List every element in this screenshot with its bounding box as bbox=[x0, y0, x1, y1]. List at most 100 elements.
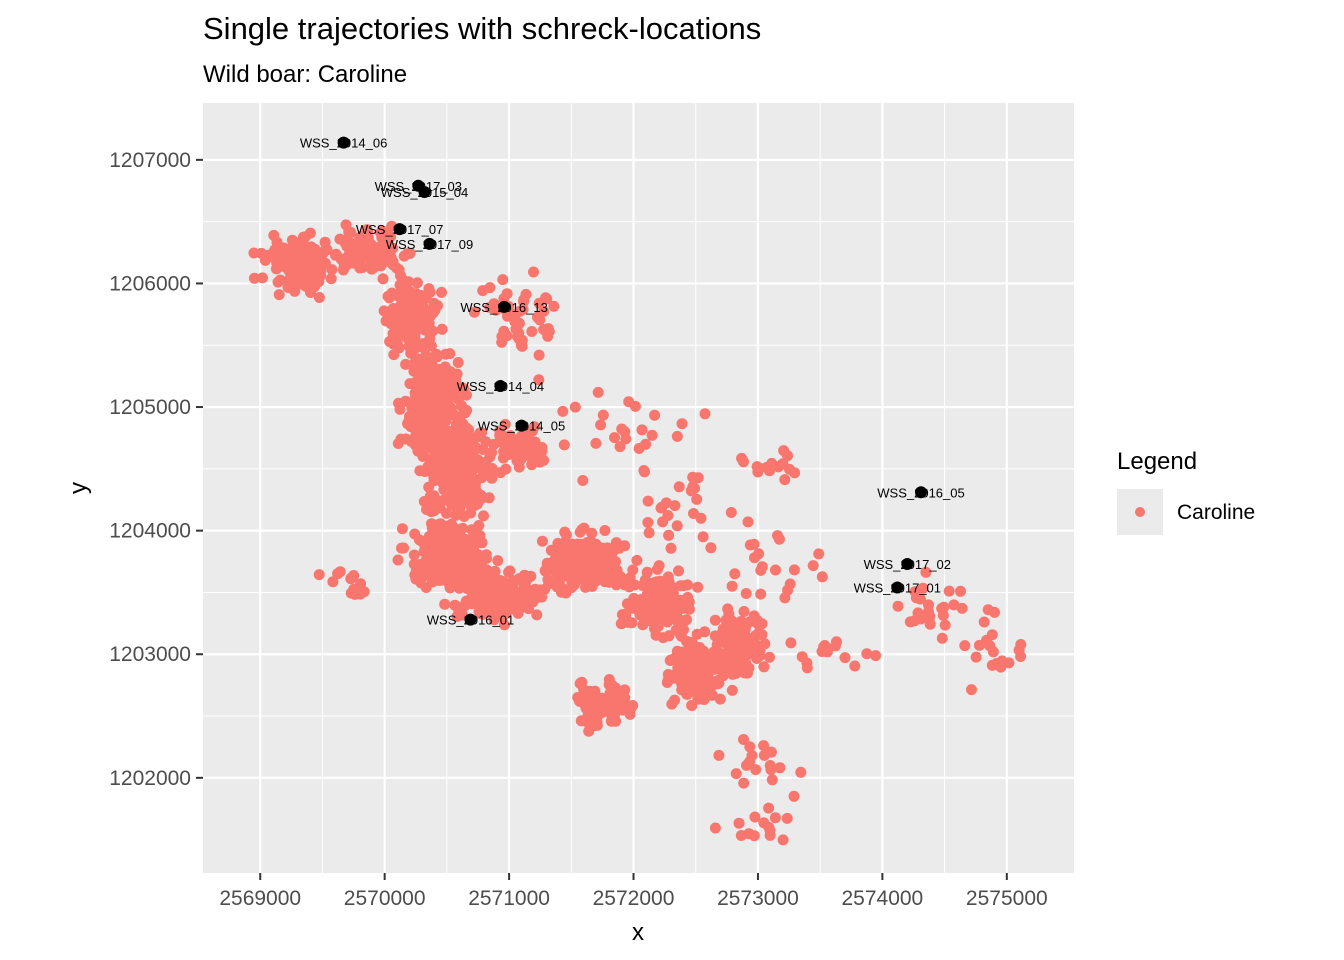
trajectory-point bbox=[569, 578, 580, 590]
trajectory-point bbox=[430, 393, 442, 405]
trajectory-point bbox=[485, 601, 497, 613]
trajectory-point bbox=[723, 608, 735, 620]
trajectory-point bbox=[764, 465, 775, 477]
trajectory-point bbox=[557, 543, 569, 555]
schreck-point bbox=[498, 300, 511, 313]
chart-title: Single trajectories with schreck-locatio… bbox=[203, 11, 761, 46]
trajectory-point bbox=[706, 689, 718, 701]
trajectory-point bbox=[441, 507, 452, 519]
trajectory-point bbox=[699, 626, 711, 638]
trajectory-point bbox=[749, 637, 761, 649]
trajectory-point bbox=[691, 493, 703, 505]
trajectory-point bbox=[428, 471, 440, 483]
trajectory-point bbox=[685, 680, 697, 692]
trajectory-point bbox=[708, 650, 720, 662]
trajectory-point bbox=[697, 531, 709, 543]
trajectory-point bbox=[758, 661, 770, 673]
trajectory-point bbox=[740, 588, 752, 599]
trajectory-points bbox=[248, 219, 1027, 846]
trajectory-point bbox=[513, 317, 525, 329]
trajectory-point bbox=[671, 430, 683, 442]
trajectory-point bbox=[419, 426, 430, 438]
trajectory-point bbox=[459, 600, 471, 612]
trajectory-point bbox=[914, 593, 926, 605]
trajectory-point bbox=[463, 581, 475, 593]
trajectory-point bbox=[248, 272, 260, 284]
trajectory-point bbox=[813, 548, 825, 560]
trajectory-point bbox=[574, 678, 586, 689]
trajectory-point bbox=[654, 575, 666, 587]
trajectory-point bbox=[539, 565, 551, 577]
trajectory-point bbox=[526, 326, 538, 337]
trajectory-point bbox=[640, 438, 652, 450]
trajectory-point bbox=[330, 248, 342, 260]
trajectory-point bbox=[308, 256, 320, 267]
trajectory-point bbox=[287, 278, 299, 290]
trajectory-point bbox=[387, 338, 399, 350]
trajectory-point bbox=[739, 667, 750, 679]
schreck-label: WSS_2016_01 bbox=[427, 613, 514, 628]
trajectory-point bbox=[816, 571, 828, 583]
trajectory-point bbox=[469, 432, 481, 444]
trajectory-point bbox=[576, 524, 588, 536]
trajectory-point bbox=[691, 659, 703, 670]
trajectory-point bbox=[749, 811, 761, 823]
trajectory-point bbox=[439, 598, 451, 610]
trajectory-point bbox=[569, 401, 581, 413]
x-tick-label: 2569000 bbox=[219, 887, 301, 910]
trajectory-point bbox=[558, 439, 570, 451]
trajectory-point bbox=[770, 564, 781, 576]
trajectory-point bbox=[615, 571, 626, 583]
x-tick-label: 2571000 bbox=[468, 887, 550, 910]
legend-marker bbox=[1135, 507, 1145, 517]
trajectory-point bbox=[694, 686, 706, 698]
schreck-label: WSS_2014_05 bbox=[478, 419, 565, 434]
trajectory-point bbox=[709, 614, 721, 626]
trajectory-point bbox=[1015, 651, 1027, 662]
trajectory-point bbox=[501, 288, 513, 300]
trajectory-point bbox=[517, 584, 529, 596]
trajectory-point bbox=[408, 549, 420, 561]
trajectory-point bbox=[428, 505, 440, 517]
trajectory-point bbox=[389, 304, 401, 316]
trajectory-point bbox=[585, 549, 596, 561]
trajectory-point bbox=[653, 585, 664, 597]
trajectory-point bbox=[588, 691, 600, 703]
trajectory-point bbox=[439, 361, 451, 373]
trajectory-point bbox=[936, 632, 948, 644]
trajectory-point bbox=[528, 266, 539, 278]
trajectory-point bbox=[719, 634, 731, 646]
trajectory-point bbox=[548, 300, 560, 312]
trajectory-point bbox=[984, 640, 996, 652]
trajectory-point bbox=[663, 529, 675, 541]
trajectory-point bbox=[536, 442, 548, 453]
trajectory-point bbox=[313, 569, 325, 581]
trajectory-point bbox=[455, 523, 467, 535]
y-tick-label: 1205000 bbox=[109, 396, 191, 419]
y-axis-ticks: 1202000 1203000 1204000 1205000 1206000 12070… bbox=[109, 149, 203, 790]
schreck-point bbox=[393, 223, 406, 236]
trajectory-point bbox=[432, 368, 444, 380]
trajectory-point bbox=[466, 481, 478, 492]
trajectory-point bbox=[676, 418, 688, 430]
trajectory-point bbox=[392, 554, 404, 566]
trajectory-point bbox=[756, 561, 768, 573]
trajectory-point bbox=[351, 246, 363, 258]
trajectory-point bbox=[560, 529, 572, 541]
trajectory-point bbox=[365, 255, 377, 267]
trajectory-point bbox=[424, 333, 436, 345]
trajectory-point bbox=[273, 289, 285, 301]
trajectory-point bbox=[870, 650, 882, 662]
trajectory-point bbox=[430, 542, 442, 554]
trajectory-point bbox=[400, 358, 412, 370]
trajectory-point bbox=[397, 282, 409, 294]
chart-subtitle: Wild boar: Caroline bbox=[203, 61, 407, 88]
trajectory-point bbox=[688, 640, 700, 652]
trajectory-point bbox=[646, 429, 658, 441]
trajectory-point bbox=[626, 617, 638, 629]
trajectory-point bbox=[436, 323, 448, 335]
trajectory-point bbox=[614, 441, 626, 453]
trajectory-point bbox=[924, 610, 936, 622]
trajectory-point bbox=[603, 679, 615, 691]
trajectory-point bbox=[504, 565, 516, 577]
